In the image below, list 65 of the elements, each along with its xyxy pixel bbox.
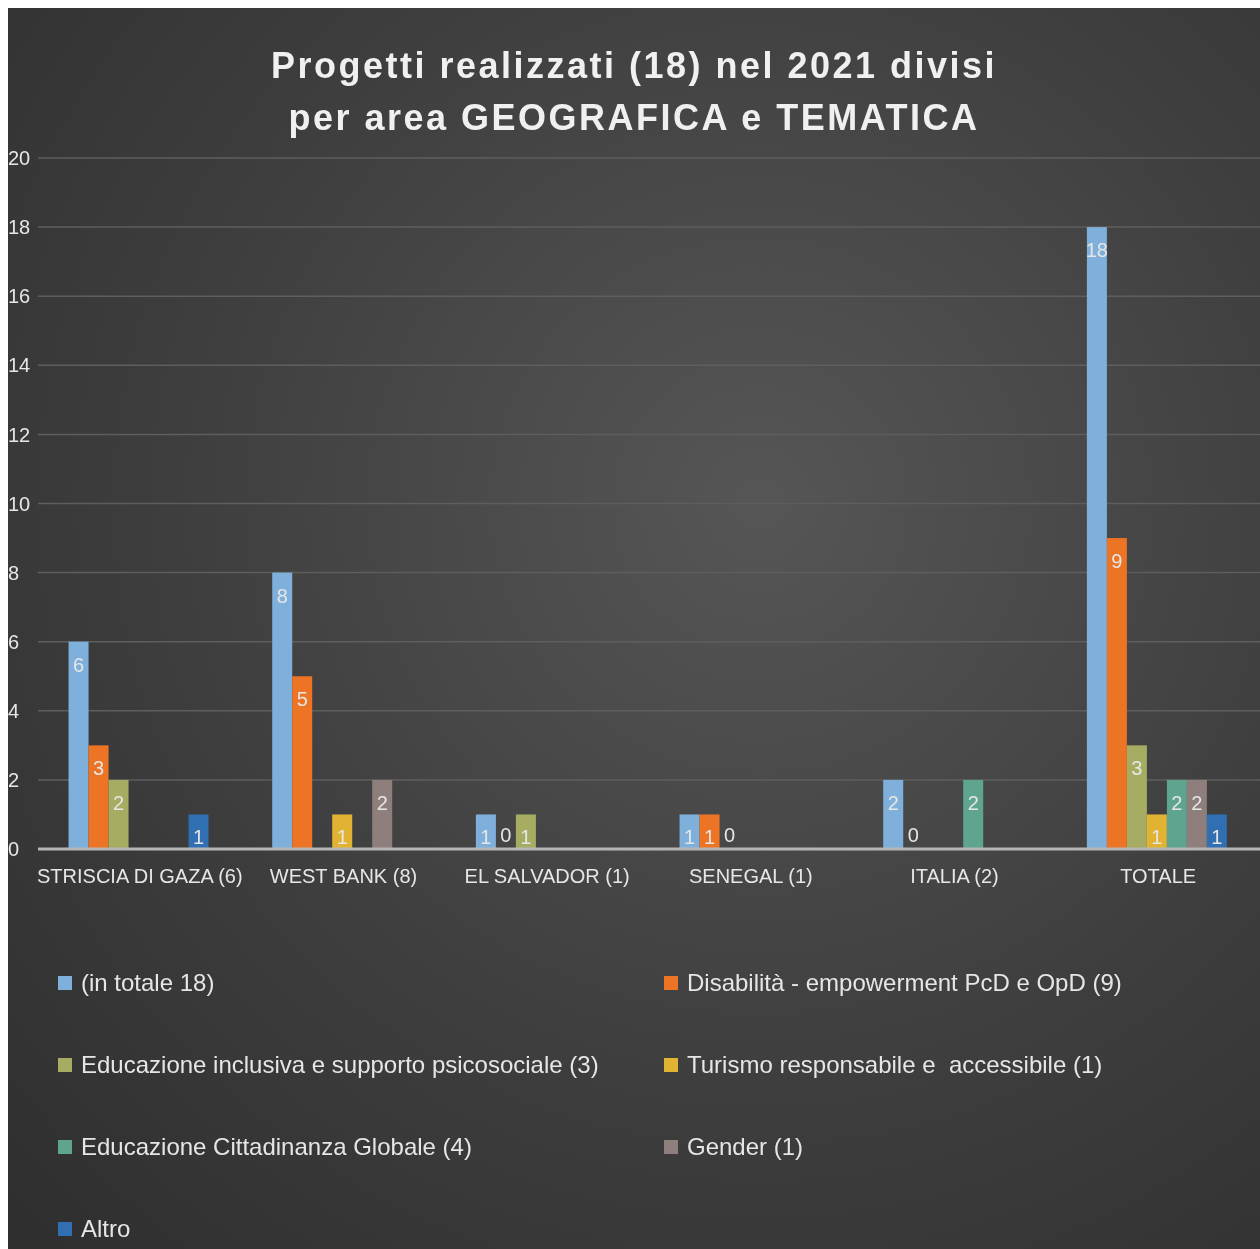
data-label: 5 [296, 688, 308, 711]
legend-label: Disabilità - empowerment PcD e OpD (9) [687, 969, 1122, 997]
bar [1166, 779, 1187, 849]
y-tick-label: 6 [8, 630, 20, 653]
bar [1186, 779, 1207, 849]
data-label: 3 [92, 757, 105, 780]
data-label: 2 [1191, 791, 1203, 814]
data-label: 1 [1211, 826, 1223, 849]
bar [1106, 538, 1127, 849]
bar [963, 779, 984, 849]
data-label: 0 [907, 824, 919, 846]
legend-label: Gender (1) [687, 1133, 804, 1161]
data-label: 2 [112, 791, 125, 814]
legend-label: Educazione inclusiva e supporto psicosociale (3) [81, 1051, 599, 1079]
bar [1086, 227, 1107, 849]
bar [699, 814, 720, 849]
data-label: 1 [336, 826, 348, 849]
data-label: 1 [480, 826, 492, 849]
y-tick-label: 4 [8, 699, 20, 722]
y-tick-label: 12 [8, 423, 31, 446]
bar [372, 779, 393, 849]
legend-label: Educazione Cittadinanza Globale (4) [81, 1133, 472, 1161]
bar [292, 676, 313, 849]
bar [188, 814, 209, 849]
y-tick-label: 20 [8, 147, 31, 170]
data-label: 1 [683, 826, 696, 849]
data-label: 1 [520, 826, 532, 849]
bar [68, 641, 89, 849]
data-label: 9 [1111, 550, 1123, 573]
bar [108, 779, 129, 849]
chart-title: Progetti realizzati (18) nel 2021 divisi per area GEOGRAFICA e TEMATICA [269, 44, 999, 140]
x-tick-label: SENEGAL (1) [688, 865, 813, 888]
y-tick-label: 8 [8, 561, 20, 584]
bar [883, 779, 904, 849]
x-tick-label: TOTALE [1120, 865, 1197, 888]
data-label: 2 [1171, 791, 1183, 814]
x-tick-label: EL SALVADOR (1) [464, 865, 630, 888]
y-tick-label: 0 [8, 838, 20, 861]
y-tick-label: 14 [8, 354, 31, 377]
x-tick-label: ITALIA (2) [910, 865, 999, 888]
legend-label: (in totale 18) [81, 969, 215, 997]
bar [1126, 745, 1147, 849]
data-label: 2 [887, 791, 899, 814]
data-label: 0 [723, 824, 736, 846]
data-label: 1 [703, 826, 716, 849]
data-label: 2 [376, 791, 388, 814]
bar [679, 814, 700, 849]
y-tick-label: 2 [8, 769, 20, 791]
bar [88, 745, 109, 849]
x-tick-label: WEST BANK (8) [269, 865, 418, 888]
data-label: 3 [1131, 757, 1143, 780]
data-label: 1 [1151, 826, 1163, 849]
data-label: 1 [192, 826, 205, 849]
data-label: 0 [500, 824, 512, 846]
data-label: 2 [967, 791, 979, 814]
x-tick-label: STRISCIA DI GAZA (6) [37, 865, 243, 888]
bar [272, 572, 293, 849]
y-tick-label: 10 [8, 492, 31, 515]
data-label: 8 [276, 584, 288, 607]
y-tick-label: 16 [8, 285, 31, 308]
y-tick-label: 18 [8, 216, 31, 239]
legend-label: Altro [81, 1215, 131, 1243]
data-label: 6 [72, 653, 85, 676]
legend-label: Turismo responsabile e accessibile (1) [687, 1051, 1103, 1079]
data-label: 18 [1085, 239, 1109, 262]
